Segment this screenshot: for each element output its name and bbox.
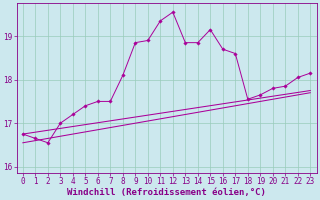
X-axis label: Windchill (Refroidissement éolien,°C): Windchill (Refroidissement éolien,°C): [67, 188, 266, 197]
